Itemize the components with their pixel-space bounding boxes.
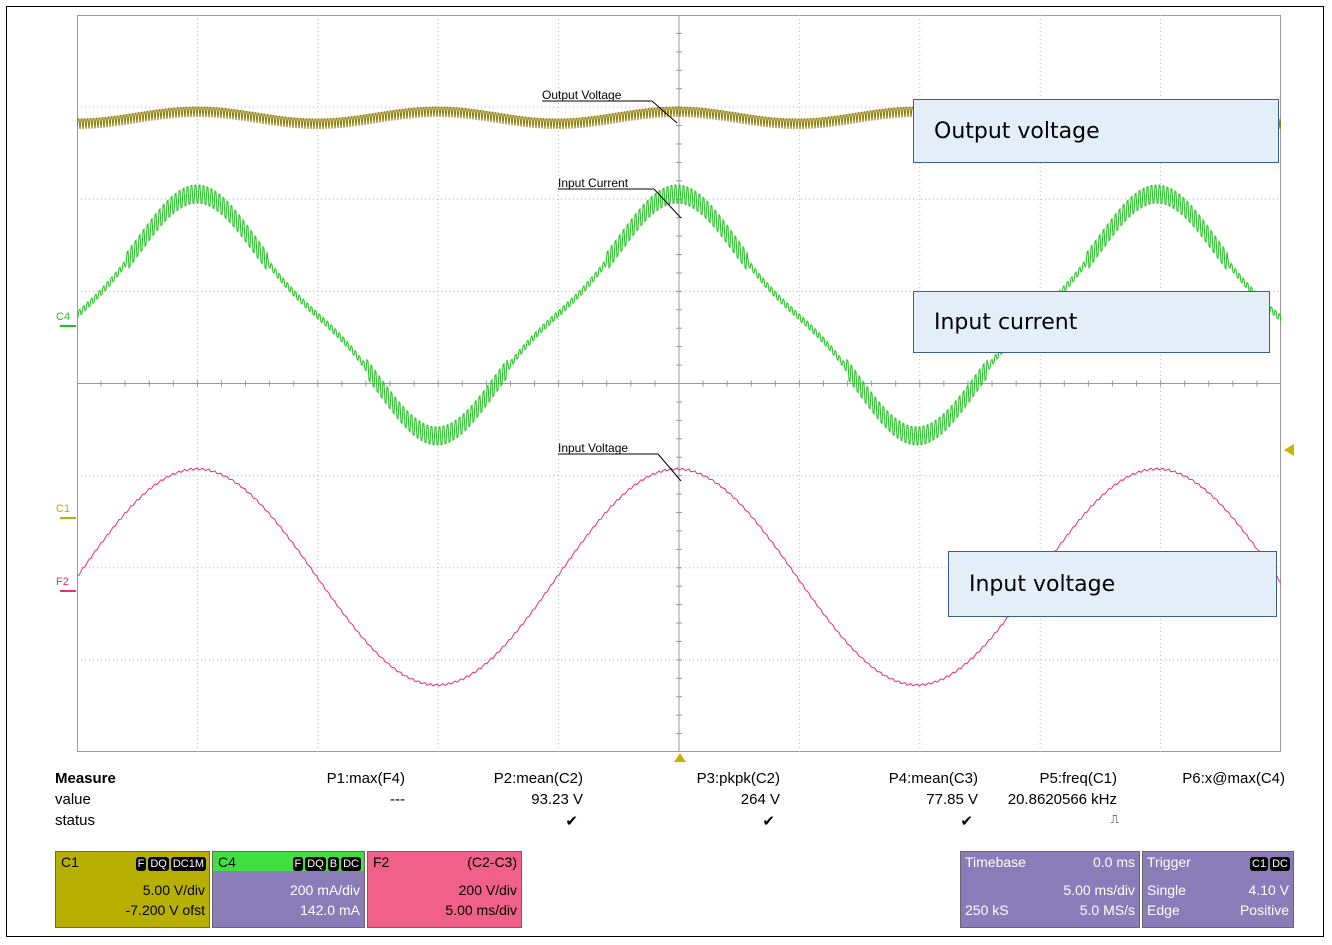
channel-marker-f2: F2 xyxy=(56,576,69,588)
output-voltage-label: Output Voltage xyxy=(542,88,622,102)
timebase-box[interactable]: Timebase 0.0 ms 5.00 ms/div 250 kS 5.0 M… xyxy=(960,851,1140,928)
measure-value-p2: 93.23 V xyxy=(531,791,583,808)
timebase-div: 5.00 ms/div xyxy=(1063,882,1135,898)
trigger-time-marker xyxy=(674,753,686,762)
timebase-samples: 250 kS xyxy=(965,902,1009,918)
input-voltage-annotation: Input Voltage xyxy=(558,441,682,482)
channel-marker-c1: C1 xyxy=(56,503,71,515)
measure-value-label: value xyxy=(55,791,91,808)
f2-formula: (C2-C3) xyxy=(467,854,517,870)
status-pulse-icon: ⎍ xyxy=(1110,812,1119,826)
timebase-rate: 5.0 MS/s xyxy=(1079,902,1135,918)
trigger-type: Edge xyxy=(1147,902,1180,918)
c4-tag-dq: DQ xyxy=(305,857,326,871)
measure-header-p5[interactable]: P5:freq(C1) xyxy=(1039,770,1117,787)
timebase-label: Timebase xyxy=(965,854,1026,870)
status-check-icon: ✔ xyxy=(762,813,775,830)
trigger-tags: C1 DC xyxy=(1248,854,1290,871)
channel-box-f2[interactable]: F2 (C2-C3) 200 V/div 5.00 ms/div xyxy=(367,851,522,928)
c1-tag-f: F xyxy=(135,857,147,871)
c4-name: C4 xyxy=(218,854,236,870)
c4-tag-dc: DC xyxy=(341,857,361,871)
output-voltage-annotation: Output Voltage xyxy=(542,88,678,124)
c1-ground-marker xyxy=(60,517,76,519)
trigger-tag-c1: C1 xyxy=(1250,857,1269,871)
channel-marker-c4: C4 xyxy=(56,311,71,323)
figure-frame xyxy=(6,6,1324,937)
input-voltage-label: Input Voltage xyxy=(558,441,628,455)
c1-offset: -7.200 V ofst xyxy=(125,902,205,918)
trigger-box[interactable]: Trigger C1 DC Single 4.10 V Edge Positive xyxy=(1142,851,1294,928)
input-voltage-trace xyxy=(77,467,1281,687)
c4-tag-f: F xyxy=(292,857,304,871)
measure-title: Measure xyxy=(55,770,116,787)
c1-tag-dq: DQ xyxy=(148,857,169,871)
c4-ground-marker xyxy=(60,325,76,327)
measure-header-p2[interactable]: P2:mean(C2) xyxy=(493,770,583,787)
f2-scale: 200 V/div xyxy=(458,882,517,898)
grid xyxy=(77,15,1281,752)
measure-value-p3: 264 V xyxy=(740,791,780,808)
trigger-slope: Positive xyxy=(1239,902,1289,918)
trigger-mode: Single xyxy=(1147,882,1186,898)
f2-time: 5.00 ms/div xyxy=(445,902,517,918)
input-current-annotation: Input Current xyxy=(558,176,682,219)
trigger-label: Trigger xyxy=(1147,854,1191,870)
c4-scale: 200 mA/div xyxy=(289,882,360,898)
f2-name: F2 xyxy=(373,854,390,870)
measure-header-p4[interactable]: P4:mean(C3) xyxy=(888,770,978,787)
channel-box-c1[interactable]: C1 F DQ DC1M 5.00 V/div -7.200 V ofst xyxy=(55,851,210,928)
c1-name: C1 xyxy=(61,854,79,870)
measure-value-p4: 77.85 V xyxy=(926,791,978,808)
trigger-tag-dc: DC xyxy=(1270,857,1290,871)
trigger-level-marker xyxy=(1284,444,1294,456)
input-current-label: Input Current xyxy=(558,176,629,190)
status-check-icon: ✔ xyxy=(565,813,578,830)
callout-input-current: Input current xyxy=(913,291,1270,353)
input-current-trace xyxy=(77,184,1281,446)
f2-ground-marker xyxy=(60,590,76,592)
measure-value-p5: 20.8620566 kHz xyxy=(1007,791,1117,808)
channel-box-c4[interactable]: C4 F DQ B DC 200 mA/div 142.0 mA xyxy=(212,851,365,928)
c4-tags: F DQ B DC xyxy=(291,854,361,871)
timebase-delay: 0.0 ms xyxy=(1092,854,1135,870)
callout-output-voltage: Output voltage xyxy=(913,99,1279,163)
trigger-level: 4.10 V xyxy=(1248,882,1289,898)
c1-scale: 5.00 V/div xyxy=(142,882,205,898)
c4-tag-b: B xyxy=(327,857,340,871)
c1-tags: F DQ DC1M xyxy=(134,854,206,871)
measure-status-label: status xyxy=(55,812,96,829)
callout-input-voltage: Input voltage xyxy=(948,551,1277,617)
measure-header-p3[interactable]: P3:pkpk(C2) xyxy=(696,770,780,787)
c4-offset: 142.0 mA xyxy=(300,902,360,918)
measure-header-p6[interactable]: P6:x@max(C4) xyxy=(1182,770,1285,787)
c1-tag-dc1m: DC1M xyxy=(170,857,206,871)
status-check-icon: ✔ xyxy=(960,813,973,830)
measure-header-p1[interactable]: P1:max(F4) xyxy=(326,770,405,787)
measure-value-p1: --- xyxy=(390,791,405,808)
